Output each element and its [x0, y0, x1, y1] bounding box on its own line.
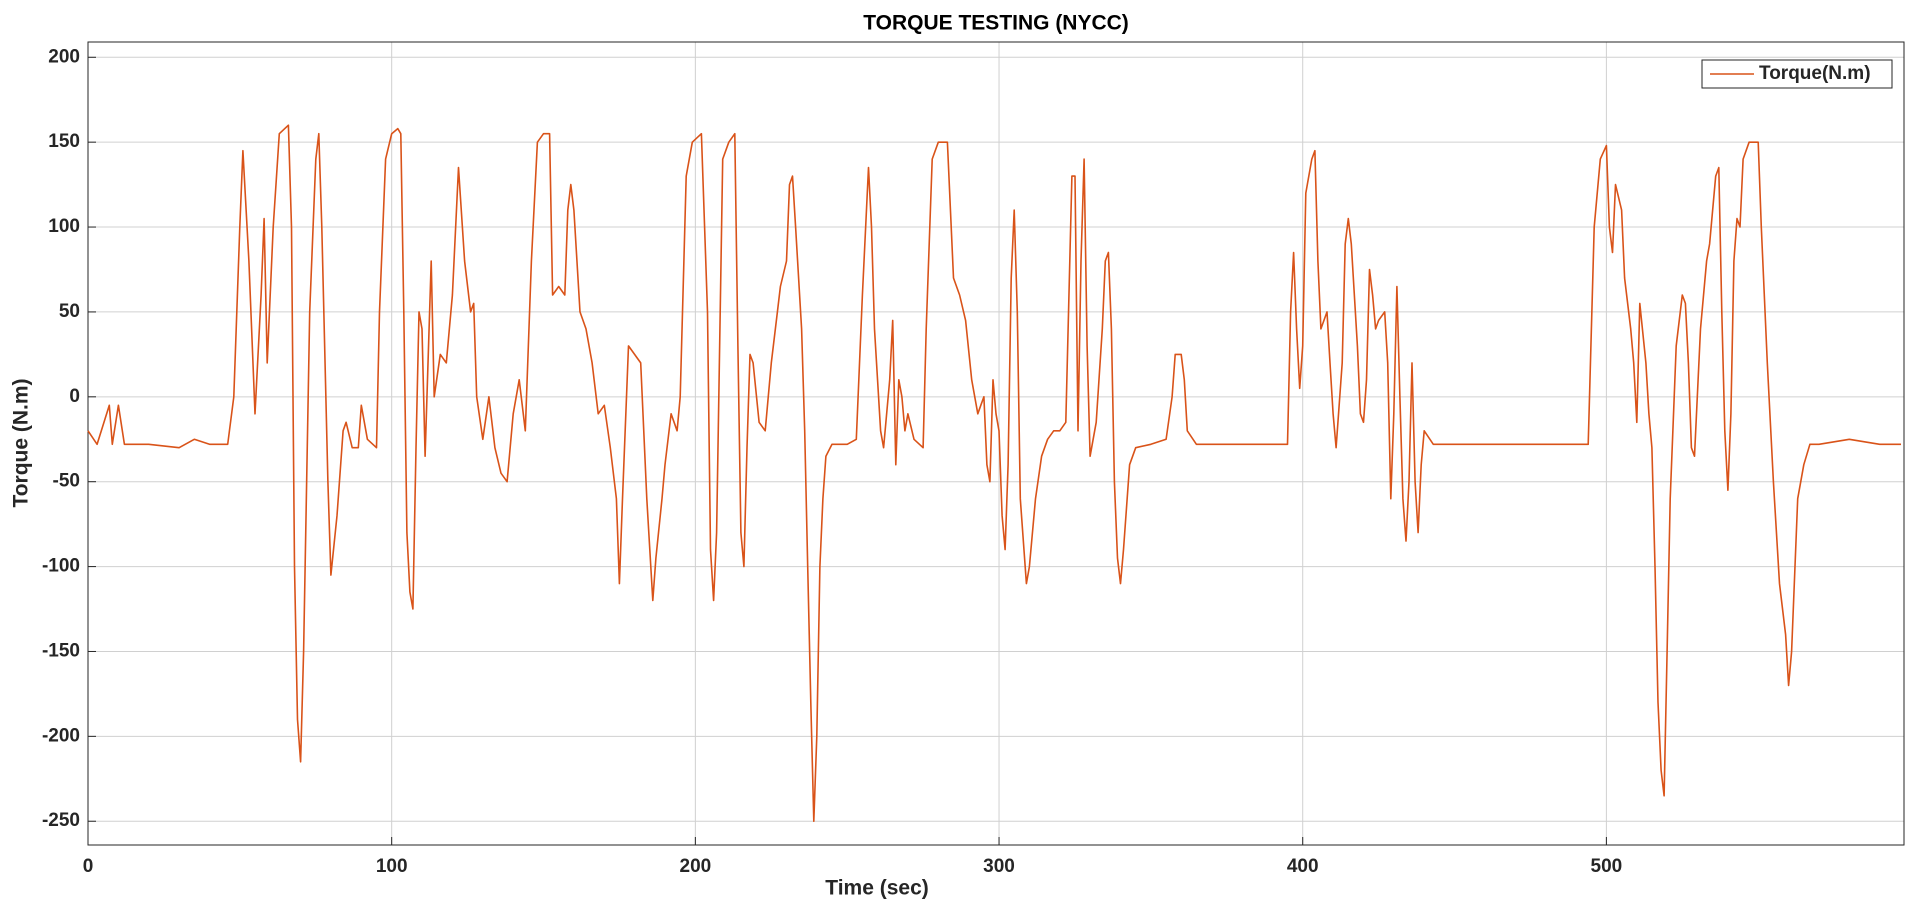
x-tick-label: 200 [680, 856, 712, 877]
x-tick-label: 0 [83, 856, 94, 877]
y-tick-label: 50 [59, 301, 80, 322]
x-tick-label: 300 [983, 856, 1015, 877]
x-tick-label: 400 [1287, 856, 1319, 877]
chart-title: TORQUE TESTING (NYCC) [863, 12, 1129, 35]
x-axis-label: Time (sec) [825, 877, 929, 900]
y-tick-label: -200 [42, 725, 80, 746]
x-tick-label: 100 [376, 856, 408, 877]
data-line [87, 124, 1901, 822]
y-tick-label: 0 [69, 386, 80, 407]
y-tick-label: 100 [48, 216, 80, 237]
y-tick-label: -250 [42, 810, 80, 831]
y-tick-label: -100 [42, 556, 80, 577]
y-tick-label: 200 [48, 46, 80, 67]
y-tick-label: -50 [53, 471, 80, 492]
y-tick-label: -150 [42, 640, 80, 661]
legend-label: Torque(N.m) [1759, 63, 1871, 84]
axes-box [87, 41, 1905, 846]
x-tick-label: 500 [1591, 856, 1623, 877]
y-tick-label: 150 [48, 131, 80, 152]
y-axis-label: Torque (N.m) [10, 378, 33, 507]
